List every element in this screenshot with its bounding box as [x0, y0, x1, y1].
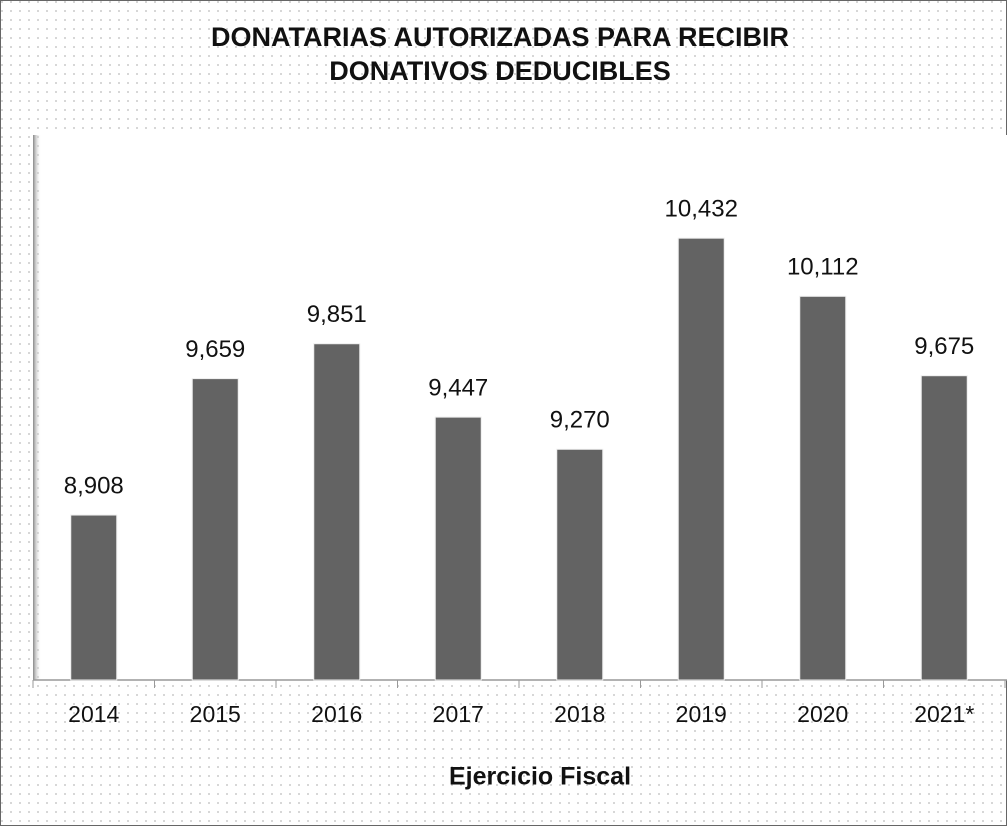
x-tick-label: 2014: [68, 701, 119, 727]
x-tick-label: 2017: [433, 701, 484, 727]
bar: [70, 514, 118, 681]
x-tick-label: 2021*: [914, 701, 974, 727]
bar: [434, 416, 482, 681]
data-label: 10,432: [665, 196, 738, 223]
bar: [920, 375, 968, 681]
x-tick-label: 2019: [676, 701, 727, 727]
plot-shadow: [33, 135, 41, 680]
chart-title: DONATARIAS AUTORIZADAS PARA RECIBIR DONA…: [211, 22, 789, 86]
x-tick-label: 2020: [797, 701, 848, 727]
data-label: 9,659: [185, 336, 245, 363]
data-label: 10,112: [787, 254, 859, 281]
plot-area: [40, 135, 1007, 680]
x-tick-label: 2018: [554, 701, 605, 727]
x-tick-label: 2016: [311, 701, 362, 727]
bar: [313, 343, 361, 681]
data-label: 9,851: [307, 301, 367, 328]
data-label: 8,908: [64, 472, 124, 499]
x-tick-label: 2015: [190, 701, 241, 727]
data-label: 9,675: [914, 333, 974, 360]
bar: [677, 237, 725, 681]
x-axis-label: Ejercicio Fiscal: [449, 763, 631, 791]
bar: [191, 378, 239, 681]
data-label: 9,447: [428, 374, 488, 401]
bar: [799, 295, 847, 681]
data-label: 9,270: [550, 407, 610, 434]
bar: [556, 448, 604, 681]
